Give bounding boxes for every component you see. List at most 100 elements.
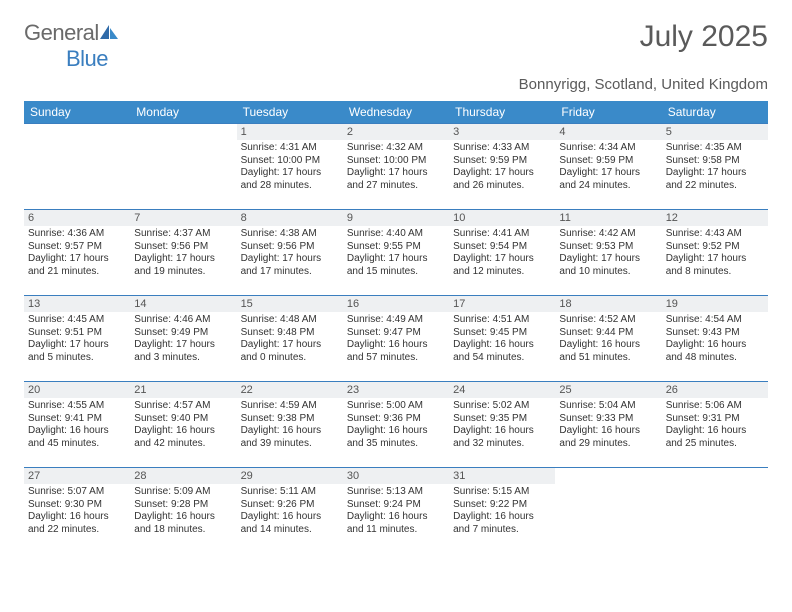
day-details: Sunrise: 5:00 AMSunset: 9:36 PMDaylight:… [343,398,449,452]
day-number: 17 [449,296,555,312]
calendar-row: 13Sunrise: 4:45 AMSunset: 9:51 PMDayligh… [24,296,768,382]
calendar-cell: 2Sunrise: 4:32 AMSunset: 10:00 PMDayligh… [343,124,449,210]
day-number: 22 [237,382,343,398]
calendar-cell [555,468,661,554]
day-details: Sunrise: 4:51 AMSunset: 9:45 PMDaylight:… [449,312,555,366]
calendar-cell: 19Sunrise: 4:54 AMSunset: 9:43 PMDayligh… [662,296,768,382]
col-saturday: Saturday [662,101,768,124]
calendar-cell: 9Sunrise: 4:40 AMSunset: 9:55 PMDaylight… [343,210,449,296]
day-details: Sunrise: 5:09 AMSunset: 9:28 PMDaylight:… [130,484,236,538]
col-wednesday: Wednesday [343,101,449,124]
subtitle-row: Bonnyrigg, Scotland, United Kingdom [24,76,768,93]
col-tuesday: Tuesday [237,101,343,124]
day-details: Sunrise: 4:35 AMSunset: 9:58 PMDaylight:… [662,140,768,194]
calendar-cell: 29Sunrise: 5:11 AMSunset: 9:26 PMDayligh… [237,468,343,554]
day-details: Sunrise: 5:15 AMSunset: 9:22 PMDaylight:… [449,484,555,538]
day-details: Sunrise: 4:57 AMSunset: 9:40 PMDaylight:… [130,398,236,452]
calendar-row: 6Sunrise: 4:36 AMSunset: 9:57 PMDaylight… [24,210,768,296]
day-number: 30 [343,468,449,484]
col-monday: Monday [130,101,236,124]
calendar-table: Sunday Monday Tuesday Wednesday Thursday… [24,101,768,554]
day-details: Sunrise: 5:02 AMSunset: 9:35 PMDaylight:… [449,398,555,452]
calendar-cell [24,124,130,210]
day-number: 11 [555,210,661,226]
logo-text-2: Blue [66,46,108,71]
calendar-row: 1Sunrise: 4:31 AMSunset: 10:00 PMDayligh… [24,124,768,210]
calendar-cell: 7Sunrise: 4:37 AMSunset: 9:56 PMDaylight… [130,210,236,296]
day-number: 16 [343,296,449,312]
day-details: Sunrise: 4:41 AMSunset: 9:54 PMDaylight:… [449,226,555,280]
day-number: 21 [130,382,236,398]
day-details: Sunrise: 4:55 AMSunset: 9:41 PMDaylight:… [24,398,130,452]
day-number: 19 [662,296,768,312]
calendar-body: 1Sunrise: 4:31 AMSunset: 10:00 PMDayligh… [24,124,768,554]
day-number: 28 [130,468,236,484]
calendar-cell: 13Sunrise: 4:45 AMSunset: 9:51 PMDayligh… [24,296,130,382]
calendar-cell: 1Sunrise: 4:31 AMSunset: 10:00 PMDayligh… [237,124,343,210]
col-friday: Friday [555,101,661,124]
day-details: Sunrise: 5:13 AMSunset: 9:24 PMDaylight:… [343,484,449,538]
calendar-cell: 25Sunrise: 5:04 AMSunset: 9:33 PMDayligh… [555,382,661,468]
day-number: 7 [130,210,236,226]
logo-sail-icon [99,20,119,46]
day-number: 2 [343,124,449,140]
day-details: Sunrise: 5:07 AMSunset: 9:30 PMDaylight:… [24,484,130,538]
day-number: 5 [662,124,768,140]
day-details: Sunrise: 4:37 AMSunset: 9:56 PMDaylight:… [130,226,236,280]
day-number: 12 [662,210,768,226]
day-number: 27 [24,468,130,484]
day-number: 25 [555,382,661,398]
day-details: Sunrise: 5:11 AMSunset: 9:26 PMDaylight:… [237,484,343,538]
day-number: 3 [449,124,555,140]
day-details: Sunrise: 4:59 AMSunset: 9:38 PMDaylight:… [237,398,343,452]
day-details: Sunrise: 4:46 AMSunset: 9:49 PMDaylight:… [130,312,236,366]
calendar-cell: 27Sunrise: 5:07 AMSunset: 9:30 PMDayligh… [24,468,130,554]
day-details: Sunrise: 4:38 AMSunset: 9:56 PMDaylight:… [237,226,343,280]
day-details: Sunrise: 4:36 AMSunset: 9:57 PMDaylight:… [24,226,130,280]
calendar-cell: 17Sunrise: 4:51 AMSunset: 9:45 PMDayligh… [449,296,555,382]
day-details: Sunrise: 4:45 AMSunset: 9:51 PMDaylight:… [24,312,130,366]
day-details: Sunrise: 4:32 AMSunset: 10:00 PMDaylight… [343,140,449,194]
day-number: 13 [24,296,130,312]
day-number: 24 [449,382,555,398]
day-number: 1 [237,124,343,140]
col-thursday: Thursday [449,101,555,124]
day-number: 26 [662,382,768,398]
calendar-cell: 23Sunrise: 5:00 AMSunset: 9:36 PMDayligh… [343,382,449,468]
day-details: Sunrise: 4:40 AMSunset: 9:55 PMDaylight:… [343,226,449,280]
logo-text-1: General [24,20,99,45]
calendar-cell: 14Sunrise: 4:46 AMSunset: 9:49 PMDayligh… [130,296,236,382]
logo-text: GeneralBlue [24,20,119,72]
calendar-cell: 10Sunrise: 4:41 AMSunset: 9:54 PMDayligh… [449,210,555,296]
day-details: Sunrise: 4:54 AMSunset: 9:43 PMDaylight:… [662,312,768,366]
page-title: July 2025 [640,20,768,54]
calendar-cell: 22Sunrise: 4:59 AMSunset: 9:38 PMDayligh… [237,382,343,468]
day-number: 4 [555,124,661,140]
day-details: Sunrise: 4:33 AMSunset: 9:59 PMDaylight:… [449,140,555,194]
calendar-cell: 21Sunrise: 4:57 AMSunset: 9:40 PMDayligh… [130,382,236,468]
calendar-cell: 12Sunrise: 4:43 AMSunset: 9:52 PMDayligh… [662,210,768,296]
calendar-row: 27Sunrise: 5:07 AMSunset: 9:30 PMDayligh… [24,468,768,554]
header: GeneralBlue July 2025 [24,20,768,72]
col-sunday: Sunday [24,101,130,124]
day-number: 29 [237,468,343,484]
calendar-cell: 15Sunrise: 4:48 AMSunset: 9:48 PMDayligh… [237,296,343,382]
calendar-cell: 3Sunrise: 4:33 AMSunset: 9:59 PMDaylight… [449,124,555,210]
day-details: Sunrise: 4:52 AMSunset: 9:44 PMDaylight:… [555,312,661,366]
calendar-cell [130,124,236,210]
calendar-cell [662,468,768,554]
day-number: 20 [24,382,130,398]
day-details: Sunrise: 4:48 AMSunset: 9:48 PMDaylight:… [237,312,343,366]
day-number: 8 [237,210,343,226]
day-number: 6 [24,210,130,226]
day-number: 31 [449,468,555,484]
day-number: 14 [130,296,236,312]
day-details: Sunrise: 4:31 AMSunset: 10:00 PMDaylight… [237,140,343,194]
calendar-cell: 28Sunrise: 5:09 AMSunset: 9:28 PMDayligh… [130,468,236,554]
calendar-header-row: Sunday Monday Tuesday Wednesday Thursday… [24,101,768,124]
day-details: Sunrise: 4:43 AMSunset: 9:52 PMDaylight:… [662,226,768,280]
calendar-cell: 24Sunrise: 5:02 AMSunset: 9:35 PMDayligh… [449,382,555,468]
day-number: 23 [343,382,449,398]
calendar-cell: 18Sunrise: 4:52 AMSunset: 9:44 PMDayligh… [555,296,661,382]
day-number: 10 [449,210,555,226]
